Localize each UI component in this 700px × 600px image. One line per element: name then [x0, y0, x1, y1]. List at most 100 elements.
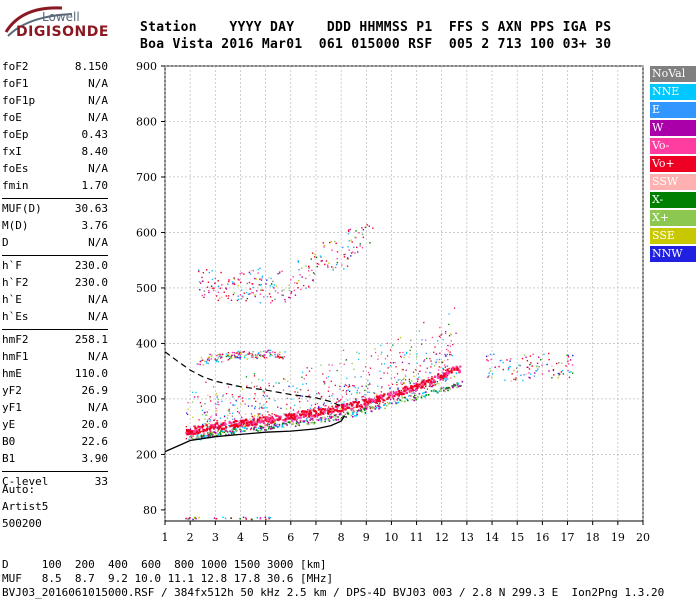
echo-point [428, 385, 430, 387]
x-tick-label: 10 [384, 531, 398, 544]
param-name: hmE [2, 367, 22, 380]
echo-point [285, 408, 288, 410]
trace-x-point [406, 399, 409, 402]
echo-point [217, 401, 219, 403]
mid-echo-point [218, 355, 220, 358]
trace-x-point [400, 400, 403, 402]
echo-point [187, 413, 189, 416]
trace-o-point [414, 384, 417, 387]
echo-point [388, 366, 391, 368]
echo-point [266, 395, 268, 397]
mid-echo-point [257, 356, 259, 359]
upper-echo-point [293, 289, 296, 292]
echo-point [400, 382, 402, 384]
trace-x-point [337, 416, 339, 418]
upper-echo-point [252, 286, 254, 289]
echo-point [273, 414, 276, 416]
trace-x-point [303, 420, 306, 422]
trace-o-point [327, 411, 330, 414]
param-name: fxI [2, 145, 22, 158]
echo-point [392, 344, 394, 346]
echo-point [325, 404, 327, 407]
trace-o-point [397, 393, 400, 396]
trace-o-point [450, 371, 453, 374]
upper-echo-point [320, 260, 322, 262]
trace-x-point [211, 434, 213, 436]
mid-echo-point [236, 352, 238, 354]
trace-o-point [276, 415, 279, 418]
echo-point [449, 367, 451, 369]
trace-o-point [279, 415, 282, 418]
trace-x-point [449, 388, 451, 390]
echo-point [267, 423, 269, 425]
upper-echo-point [257, 268, 260, 271]
echo-point [185, 426, 187, 428]
echo-point [437, 340, 439, 342]
upper-echo-point [315, 256, 318, 259]
echo-point [305, 374, 307, 376]
right-echo-point [526, 360, 529, 362]
trace-o-point [229, 425, 232, 428]
low-echo-point [188, 517, 191, 520]
right-echo-point [491, 373, 494, 375]
trace-x-point [239, 430, 242, 433]
echo-point [310, 413, 313, 416]
mid-echo-point [274, 356, 277, 358]
trace-o-point [411, 388, 414, 391]
upper-echo-point [245, 291, 248, 294]
echo-point [344, 383, 347, 386]
upper-echo-point [312, 272, 315, 274]
trace-o-point [256, 420, 259, 423]
echo-point [354, 376, 356, 378]
echo-point [401, 369, 403, 371]
echo-point [343, 363, 345, 365]
echo-point [232, 430, 234, 432]
low-echo-point [185, 517, 187, 520]
upper-echo-point [237, 284, 239, 287]
upper-echo-point [214, 277, 217, 280]
echo-point [305, 418, 308, 420]
echo-point [386, 342, 388, 344]
trace-x-point [452, 386, 454, 389]
trace-o-point [258, 416, 262, 419]
trace-o-point [210, 423, 213, 427]
trace-o-point [330, 411, 333, 414]
param-value: N/A [88, 111, 108, 124]
echo-point [302, 383, 304, 385]
trace-o-point [423, 383, 426, 386]
trace-o-point [293, 417, 296, 421]
echo-point [356, 393, 358, 395]
trace-o-point [305, 410, 308, 414]
trace-o-point [209, 429, 212, 432]
echo-point [329, 370, 331, 372]
trace-x-point [360, 409, 363, 411]
mid-echo-point [202, 363, 205, 366]
right-echo-point [519, 364, 521, 367]
upper-echo-point [316, 262, 319, 265]
echo-point [391, 383, 394, 385]
trace-o-point [421, 382, 425, 385]
echo-point [250, 413, 252, 416]
echo-point [315, 392, 318, 395]
echo-point [342, 389, 344, 392]
echo-point [274, 399, 276, 402]
mid-echo-point [225, 355, 228, 358]
polarization-legend: NoVal NNE E W Vo- Vo+ SSW X- X+ SSE NNW [650, 66, 696, 264]
echo-point [380, 387, 383, 389]
upper-echo-point [213, 287, 215, 289]
echo-point [294, 391, 296, 393]
echo-point [302, 420, 304, 423]
trace-x-point [340, 417, 343, 419]
upper-echo-point [254, 295, 256, 298]
trace-o-point [320, 409, 323, 412]
right-echo-point [520, 374, 522, 377]
trace-o-point [308, 409, 311, 412]
echo-point [450, 353, 452, 356]
echo-point [271, 413, 273, 415]
trace-x-point [324, 420, 326, 423]
low-echo-point [215, 517, 218, 520]
trace-o-point [376, 398, 379, 402]
echo-point [396, 381, 398, 384]
echo-point [215, 433, 217, 435]
echo-point [195, 391, 197, 394]
